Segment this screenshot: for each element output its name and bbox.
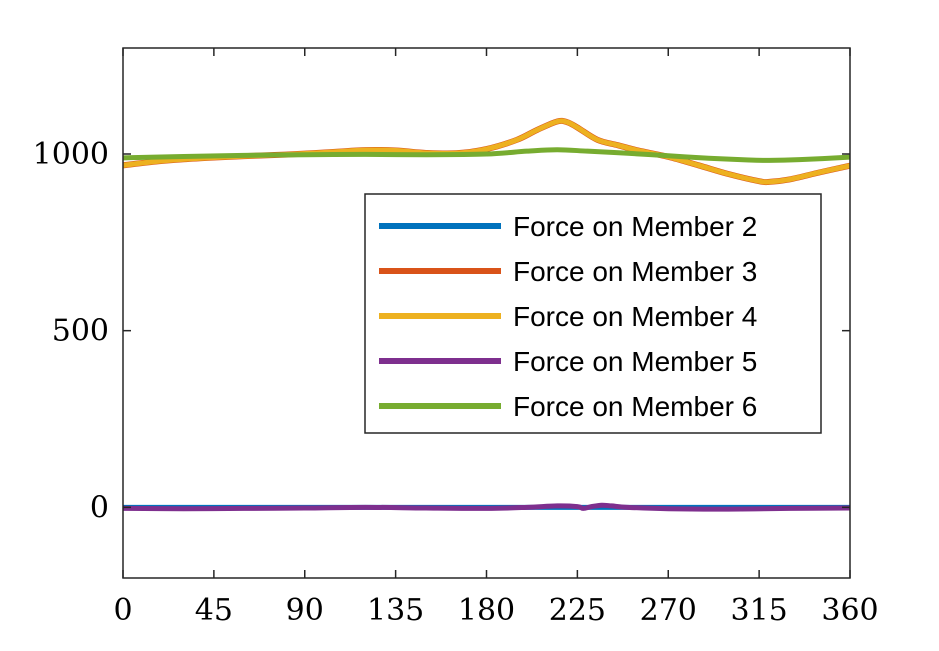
legend-label: Force on Member 2 [513,211,757,242]
x-tick-label: 360 [821,593,878,628]
x-tick-label: 90 [286,593,324,628]
legend-label: Force on Member 6 [513,391,757,422]
legend-label: Force on Member 4 [513,301,757,332]
x-tick-label: 270 [640,593,697,628]
y-tick-label: 500 [52,314,109,349]
series-line-force-on-member-6 [123,147,850,163]
x-tick-label: 45 [195,593,233,628]
x-tick-label: 225 [549,593,606,628]
series-line-force-on-member-5 [123,502,850,512]
axes-layer: 0 45 90 135 180 225 270 315 360 0 500 1000 [33,47,879,628]
x-tick-label: 180 [458,593,515,628]
legend: Force on Member 2 Force on Member 3 Force … [364,193,822,434]
legend-label: Force on Member 3 [513,256,757,287]
y-tick-label: 1000 [33,137,109,172]
y-tick-label: 0 [90,490,109,525]
legend-label: Force on Member 5 [513,346,757,377]
x-tick-label: 315 [730,593,787,628]
x-tick-label: 0 [113,593,132,628]
series-layer [123,117,850,512]
x-tick-label: 135 [367,593,424,628]
